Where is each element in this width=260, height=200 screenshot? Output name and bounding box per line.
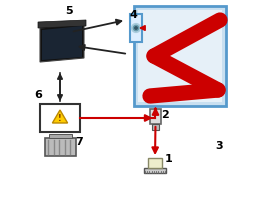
FancyBboxPatch shape [49,134,72,138]
FancyBboxPatch shape [153,124,159,130]
Text: 2: 2 [161,110,169,120]
FancyBboxPatch shape [134,6,226,106]
Polygon shape [40,24,84,62]
FancyBboxPatch shape [148,158,162,168]
Circle shape [132,24,140,32]
FancyBboxPatch shape [45,138,76,156]
Text: 6: 6 [34,90,42,100]
Text: 1: 1 [165,154,173,164]
Text: 3: 3 [215,141,223,151]
FancyBboxPatch shape [138,10,222,102]
FancyBboxPatch shape [144,168,166,173]
Polygon shape [150,90,218,96]
Text: 7: 7 [75,137,83,147]
Polygon shape [53,110,68,123]
Polygon shape [38,20,86,28]
Text: 5: 5 [65,6,73,16]
FancyBboxPatch shape [130,14,142,42]
Circle shape [133,25,139,31]
Text: !: ! [58,114,62,123]
Circle shape [135,27,137,29]
Polygon shape [154,56,218,90]
FancyBboxPatch shape [150,109,161,124]
Text: 4: 4 [129,10,137,20]
FancyBboxPatch shape [40,104,80,132]
Polygon shape [42,26,82,60]
Polygon shape [154,20,220,56]
